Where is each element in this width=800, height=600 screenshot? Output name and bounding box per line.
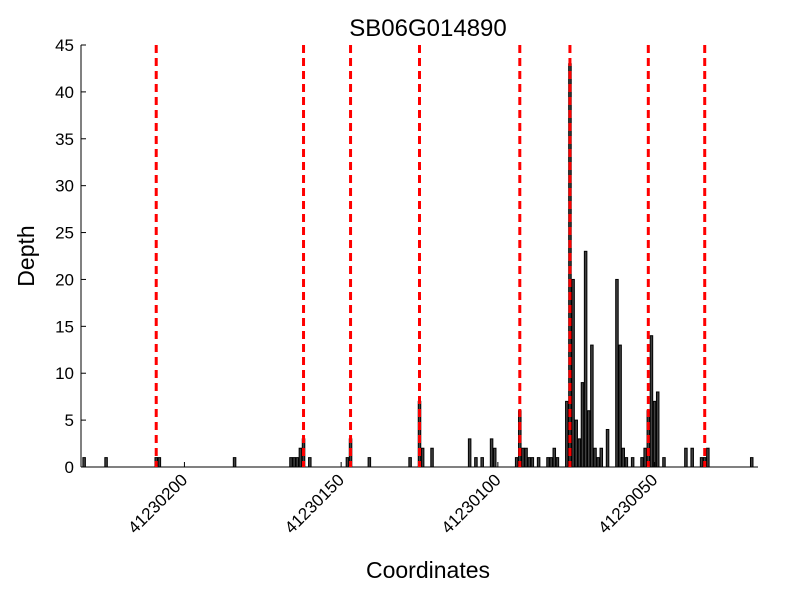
x-axis-label: Coordinates [366,557,490,583]
bar [593,447,597,468]
y-tick-label: 35 [55,130,74,149]
y-tick-label: 0 [65,458,74,477]
bar [571,278,575,468]
bar [574,419,578,468]
x-tick-label: 41230200 [124,470,191,537]
bar [514,457,519,468]
bar [536,457,541,468]
bar [474,457,478,468]
bar [618,344,622,468]
y-tick-label: 25 [55,224,74,243]
x-axis: 41230200 41230150 41230100 41230050 [124,462,661,537]
bar [655,391,660,468]
bar [690,447,694,468]
bar [552,447,557,468]
bar [430,447,434,468]
bar [489,438,494,468]
bar [706,447,710,468]
bar [643,447,647,468]
bar [82,457,86,468]
bar [232,457,237,468]
bar [555,457,560,468]
bar [289,457,293,468]
bar [295,457,300,468]
bar [599,447,604,468]
bar [104,457,108,468]
bar [527,457,531,468]
bar [530,457,535,468]
x-tick-label: 41230150 [281,470,348,537]
bar [605,428,610,468]
bar [624,457,629,468]
bar [420,447,425,468]
bar [492,447,497,468]
bar [649,335,654,468]
bar [640,457,644,468]
bar [408,457,412,468]
bar [345,457,350,468]
x-tick-label: 41230100 [438,470,505,537]
y-tick-label: 45 [55,36,74,55]
marker-lines [154,45,707,467]
bar [524,447,528,468]
bar [367,457,372,468]
bar [684,447,688,468]
bar [580,382,585,468]
y-tick-label: 10 [55,364,74,383]
x-tick-label: 41230050 [594,470,661,537]
bar [549,457,553,468]
y-tick-label: 40 [55,83,74,102]
bar [590,344,594,468]
bar [630,457,635,468]
bar [577,438,582,468]
bar [662,457,666,468]
bar [546,457,550,468]
bar [521,447,525,468]
bar [749,457,754,468]
y-tick-label: 5 [65,411,74,430]
y-tick-label: 15 [55,317,74,336]
bar [298,447,303,468]
chart-title: SB06G014890 [349,15,506,42]
bars [82,63,754,468]
bar [583,250,588,468]
y-tick-label: 20 [55,270,74,289]
y-tick-label: 30 [55,177,74,196]
y-axis: 0 5 10 15 20 25 30 35 40 45 [55,36,86,477]
bar [480,457,484,468]
bar [565,400,569,468]
y-axis-label: Depth [13,225,39,286]
bar [621,447,625,468]
bar [615,278,619,468]
bar [292,457,296,468]
bar [652,400,657,468]
bar [587,410,591,468]
bar [157,457,162,468]
bar [596,457,600,468]
bar [699,457,704,468]
bar [467,438,472,468]
bar [308,457,312,468]
